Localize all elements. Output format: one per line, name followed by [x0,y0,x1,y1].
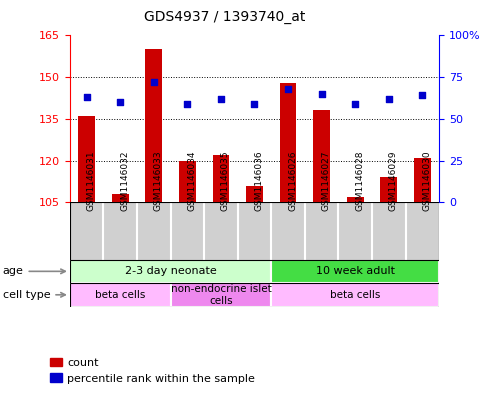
Text: GSM1146032: GSM1146032 [120,151,129,211]
Point [83,94,91,100]
Bar [347,196,364,202]
Bar [78,116,95,202]
Text: beta cells: beta cells [330,290,380,300]
Bar [112,194,129,202]
Text: GDS4937 / 1393740_at: GDS4937 / 1393740_at [144,9,305,24]
Bar [70,283,171,307]
Text: GSM1146030: GSM1146030 [422,150,431,211]
Point [250,101,258,107]
Text: GSM1146031: GSM1146031 [87,150,96,211]
Bar [380,177,397,202]
Bar [246,185,263,202]
Bar [271,260,439,283]
Text: cell type: cell type [2,290,65,300]
Text: GSM1146028: GSM1146028 [355,151,364,211]
Point [217,95,225,102]
Point [418,92,426,99]
Text: beta cells: beta cells [95,290,145,300]
Point [284,86,292,92]
Point [318,91,326,97]
Point [116,99,124,105]
Text: age: age [2,266,65,276]
Text: non-endocrine islet
cells: non-endocrine islet cells [171,284,271,306]
Point [150,79,158,85]
Point [385,95,393,102]
Bar [271,283,439,307]
Point [351,101,359,107]
Bar [179,160,196,202]
Text: GSM1146033: GSM1146033 [154,150,163,211]
Bar [414,158,431,202]
Bar [313,110,330,202]
Text: GSM1146029: GSM1146029 [389,151,398,211]
Legend: count, percentile rank within the sample: count, percentile rank within the sample [50,358,255,384]
Bar [145,49,162,202]
Text: GSM1146026: GSM1146026 [288,151,297,211]
Text: GSM1146027: GSM1146027 [322,151,331,211]
Text: 10 week adult: 10 week adult [316,266,395,276]
Bar [213,155,230,202]
Text: GSM1146034: GSM1146034 [187,151,196,211]
Bar [279,83,296,202]
Bar [171,283,271,307]
Point [183,101,191,107]
Text: GSM1146036: GSM1146036 [254,150,263,211]
Text: GSM1146035: GSM1146035 [221,150,230,211]
Bar [70,260,271,283]
Text: 2-3 day neonate: 2-3 day neonate [125,266,217,276]
